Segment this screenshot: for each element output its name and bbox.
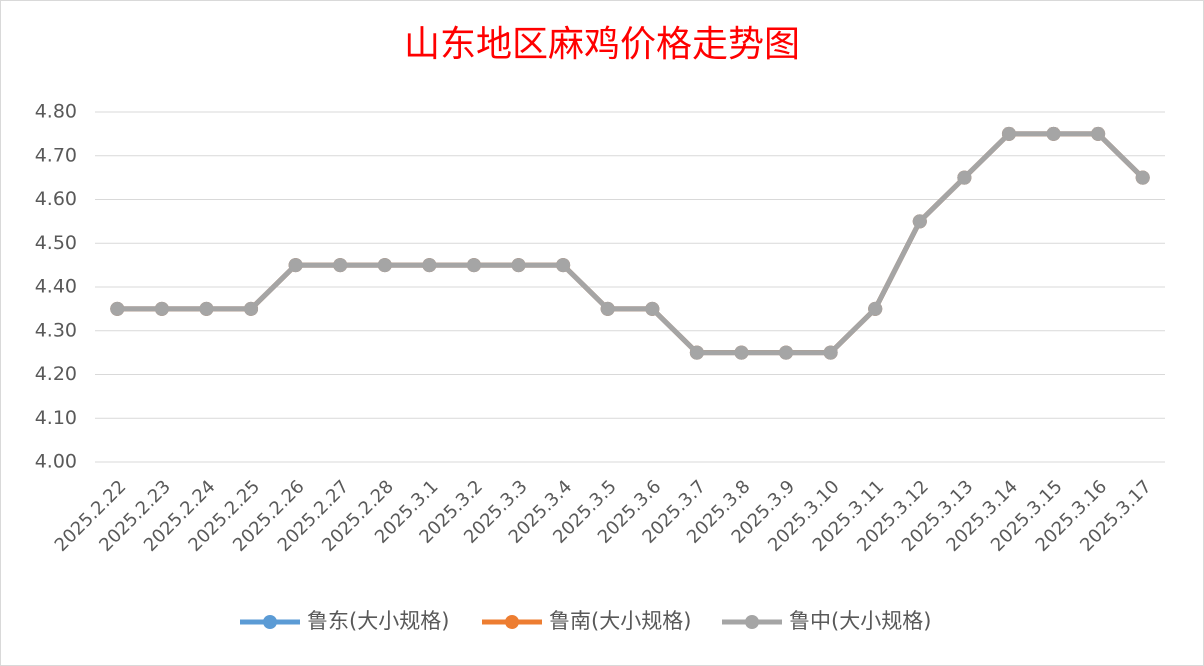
legend-marker [505, 615, 519, 629]
point [244, 301, 259, 316]
point [110, 301, 125, 316]
point [154, 301, 169, 316]
y-tick-label: 4.00 [35, 451, 77, 473]
point [422, 258, 437, 273]
point [1046, 126, 1061, 141]
series-line [117, 131, 1145, 356]
point [912, 214, 927, 229]
y-tick-label: 4.70 [35, 144, 77, 166]
point [957, 170, 972, 185]
point [1091, 126, 1106, 141]
point [689, 345, 704, 360]
y-tick-label: 4.10 [35, 407, 77, 429]
legend-label: 鲁中(大小规格) [789, 609, 931, 633]
chart-title: 山东地区麻鸡价格走势图 [404, 24, 800, 65]
point [1001, 126, 1016, 141]
y-tick-label: 4.80 [35, 101, 77, 123]
point [1135, 170, 1150, 185]
point [600, 301, 615, 316]
legend-marker [745, 615, 759, 629]
point [868, 301, 883, 316]
y-tick-label: 4.20 [35, 363, 77, 385]
legend-item: 鲁中(大小规格) [722, 609, 931, 633]
y-tick-label: 4.30 [35, 319, 77, 341]
point [199, 301, 214, 316]
legend-marker [263, 615, 277, 629]
point [333, 258, 348, 273]
y-tick-label: 4.60 [35, 188, 77, 210]
point [466, 258, 481, 273]
legend-item: 鲁南(大小规格) [482, 609, 691, 633]
point [511, 258, 526, 273]
point [779, 345, 794, 360]
legend-label: 鲁东(大小规格) [307, 609, 449, 633]
y-tick-label: 4.50 [35, 232, 77, 254]
point [734, 345, 749, 360]
point [645, 301, 660, 316]
point [288, 258, 303, 273]
legend-label: 鲁南(大小规格) [549, 609, 691, 633]
point [823, 345, 838, 360]
y-tick-label: 4.40 [35, 276, 77, 298]
point [556, 258, 571, 273]
point [377, 258, 392, 273]
legend-item: 鲁东(大小规格) [240, 609, 449, 633]
